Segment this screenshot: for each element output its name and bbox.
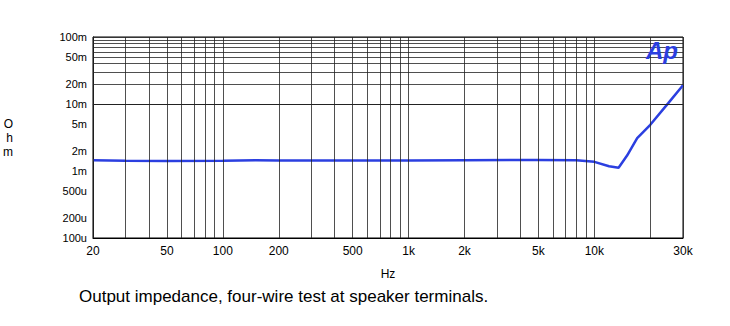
svg-text:10k: 10k [585,244,605,258]
svg-text:5k: 5k [532,244,546,258]
svg-text:Hz: Hz [381,267,396,281]
svg-text:2k: 2k [458,244,472,258]
svg-text:5m: 5m [72,118,87,130]
svg-text:20m: 20m [66,78,87,90]
svg-text:200: 200 [269,244,289,258]
svg-text:Ap: Ap [645,37,678,64]
svg-text:500u: 500u [63,185,87,197]
svg-text:Output impedance, four-wire te: Output impedance, four-wire test at spea… [79,287,488,306]
svg-text:100m: 100m [59,31,87,43]
svg-text:30k: 30k [673,244,693,258]
svg-text:1m: 1m [72,165,87,177]
svg-text:100: 100 [213,244,233,258]
svg-text:1k: 1k [402,244,416,258]
svg-text:O: O [4,117,13,131]
svg-text:500: 500 [343,244,363,258]
svg-text:200u: 200u [63,212,87,224]
svg-text:m: m [3,145,13,159]
svg-text:100u: 100u [63,232,87,244]
svg-text:h: h [6,131,13,145]
svg-text:50m: 50m [66,51,87,63]
svg-text:20: 20 [86,244,100,258]
svg-text:50: 50 [160,244,174,258]
svg-text:10m: 10m [66,98,87,110]
svg-text:2m: 2m [72,145,87,157]
